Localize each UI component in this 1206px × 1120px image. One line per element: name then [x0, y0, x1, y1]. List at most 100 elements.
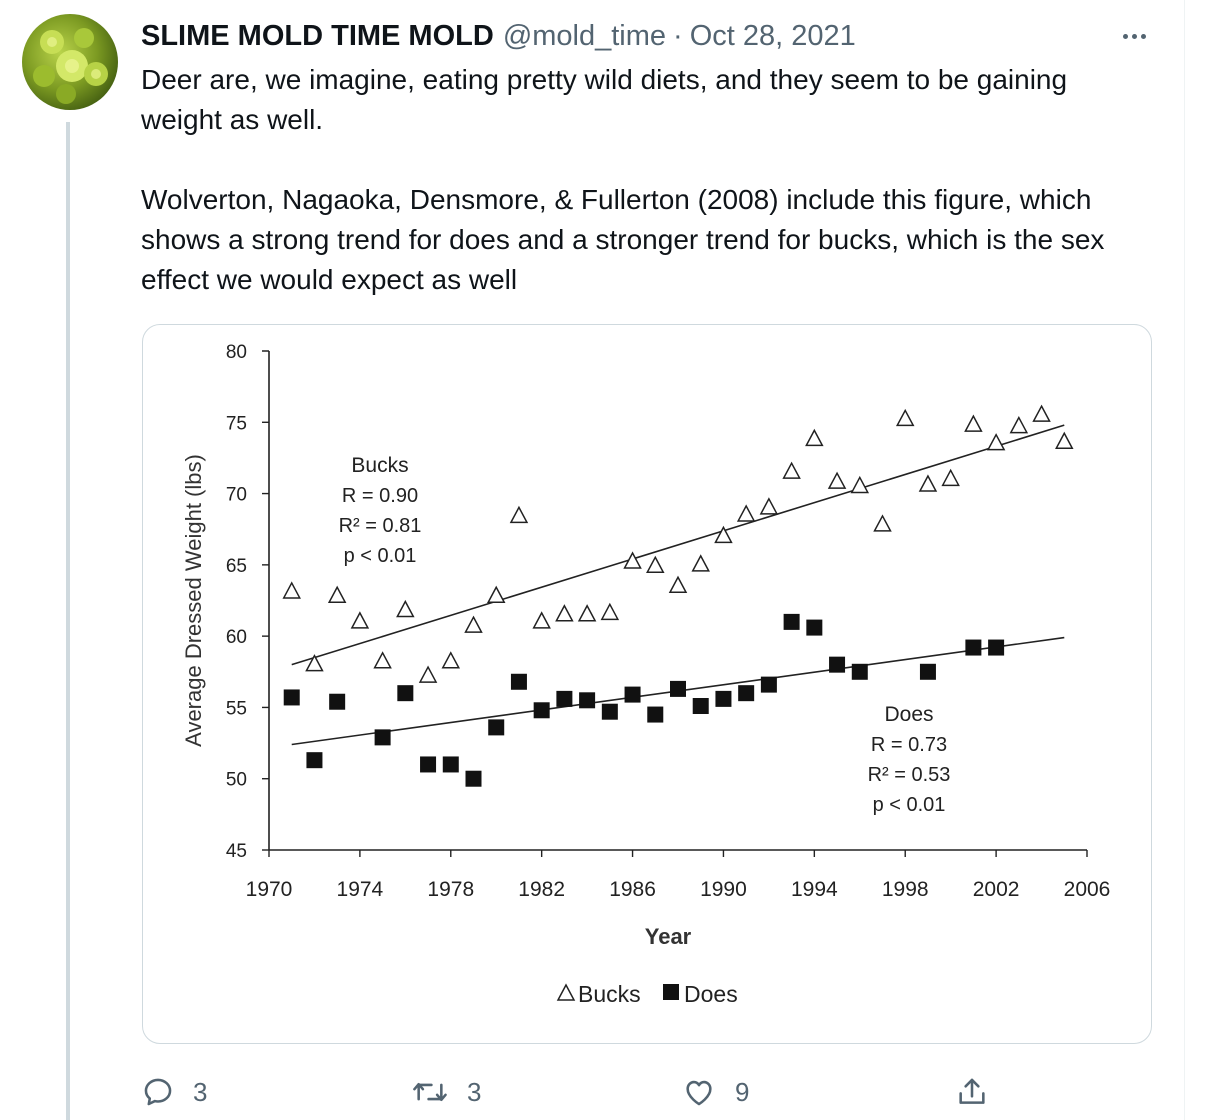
x-tick-label: 1978 — [427, 878, 474, 901]
bucks-point — [623, 551, 642, 569]
x-axis-label: Year — [645, 924, 692, 949]
bucks-point — [396, 599, 415, 618]
bucks-point — [805, 428, 824, 447]
like-icon — [686, 1080, 712, 1106]
does-annotation-line: R = 0.73 — [871, 734, 947, 756]
bucks-point — [782, 461, 801, 479]
y-tick-label: 55 — [226, 698, 247, 719]
does-point — [420, 756, 437, 773]
does-annotation-line: Does — [884, 703, 933, 726]
bucks-point — [850, 475, 870, 494]
bucks-point — [327, 585, 347, 603]
bucks-point — [895, 408, 915, 427]
tweet-media-chart[interactable]: 45 50 55 60 65 70 75 80 1970 1974 1978 1982 1986 1990… — [142, 324, 1152, 1044]
does-point — [465, 770, 482, 787]
does-point — [670, 680, 686, 697]
bucks-point — [873, 514, 892, 532]
romanesco-avatar-icon[interactable] — [22, 14, 118, 110]
bucks-trend-line — [291, 424, 1065, 666]
does-point — [624, 686, 641, 703]
does-point — [851, 663, 868, 680]
bucks-annotation-line: R² = 0.81 — [339, 515, 422, 537]
does-point — [329, 693, 346, 710]
x-tick-label: 1990 — [700, 878, 747, 901]
retweet-button[interactable]: 3 — [411, 1066, 481, 1118]
bucks-point — [986, 433, 1006, 451]
bucks-point — [441, 651, 461, 669]
bucks-annotation-line: R = 0.90 — [342, 485, 418, 507]
bucks-point — [464, 615, 483, 633]
author-name[interactable]: SLIME MOLD TIME MOLD — [141, 19, 494, 52]
y-tick-label: 60 — [226, 627, 247, 648]
does-point — [488, 719, 505, 736]
bucks-point — [1032, 404, 1051, 422]
more-dot — [1131, 33, 1137, 39]
y-tick-label: 70 — [226, 485, 247, 506]
thread-line — [66, 122, 70, 1120]
reply-count: 3 — [193, 1076, 208, 1107]
x-tick-label: 2002 — [973, 878, 1020, 901]
bucks-point — [1055, 431, 1074, 449]
tweet-date[interactable]: Oct 28, 2021 — [689, 19, 856, 52]
scatter-chart: 45 50 55 60 65 70 75 80 1970 1974 1978 1982 1986 1990… — [181, 342, 1111, 1007]
column-border — [1184, 0, 1185, 1120]
does-point — [442, 756, 459, 773]
x-tick-label: 1970 — [246, 878, 293, 901]
x-tick-label: 1994 — [791, 878, 838, 901]
x-tick-label: 1986 — [609, 878, 656, 901]
x-tick-label: 2006 — [1064, 878, 1111, 901]
retweet-count: 3 — [467, 1076, 482, 1107]
y-tick-label: 80 — [226, 342, 247, 363]
does-annotation-line: R² = 0.53 — [868, 764, 951, 786]
y-tick-label: 65 — [226, 556, 247, 577]
bucks-point — [282, 581, 301, 599]
share-icon — [959, 1078, 985, 1104]
like-count: 9 — [735, 1076, 750, 1107]
y-axis-label: Average Dressed Weight (lbs) — [181, 454, 206, 747]
does-point — [579, 692, 596, 709]
bucks-point — [646, 555, 665, 574]
does-point — [738, 685, 755, 702]
bucks-point — [691, 554, 710, 572]
more-dots-icon[interactable] — [1114, 22, 1154, 50]
x-tick-label: 1974 — [337, 878, 384, 901]
y-tick-label: 75 — [226, 413, 247, 434]
tweet-text: Deer are, we imagine, eating pretty wild… — [141, 60, 1151, 300]
bucks-point — [305, 654, 324, 672]
bucks-point — [350, 611, 370, 629]
x-tick-label: 1982 — [518, 878, 565, 901]
tweet-header: SLIME MOLD TIME MOLD @mold_time · Oct 28… — [141, 18, 856, 54]
does-point — [715, 690, 732, 707]
does-point — [692, 698, 709, 715]
legend-does-marker — [663, 984, 679, 1000]
author-handle[interactable]: @mold_time — [502, 19, 667, 52]
legend-bucks-label: Bucks — [578, 981, 641, 1007]
bucks-point — [532, 611, 551, 629]
bucks-point — [509, 505, 529, 524]
does-point — [988, 639, 1005, 656]
bucks-point — [600, 602, 620, 621]
y-tick-label: 50 — [226, 770, 247, 791]
does-point — [510, 673, 527, 690]
more-dot — [1140, 33, 1146, 39]
bucks-point — [964, 414, 983, 432]
y-tick-label: 45 — [226, 841, 247, 862]
bucks-point — [941, 468, 960, 487]
does-annotation-line: p < 0.01 — [873, 794, 946, 816]
legend-does-label: Does — [684, 981, 738, 1007]
tweet-paragraph-2: Wolverton, Nagaoka, Densmore, & Fullerto… — [141, 184, 1105, 295]
retweet-icon — [413, 1082, 447, 1102]
does-point — [965, 639, 982, 656]
does-point — [783, 613, 800, 630]
like-button[interactable]: 9 — [681, 1066, 749, 1118]
bucks-point — [918, 474, 938, 492]
bucks-point — [373, 651, 392, 669]
does-point — [533, 702, 550, 719]
share-button[interactable] — [955, 1066, 1007, 1118]
does-point — [647, 706, 664, 723]
legend-bucks-marker — [556, 983, 576, 1001]
bucks-point — [759, 497, 779, 515]
reply-button[interactable]: 3 — [141, 1066, 207, 1118]
tweet-paragraph-1: Deer are, we imagine, eating pretty wild… — [141, 64, 1068, 135]
x-tick-label: 1998 — [882, 878, 929, 901]
